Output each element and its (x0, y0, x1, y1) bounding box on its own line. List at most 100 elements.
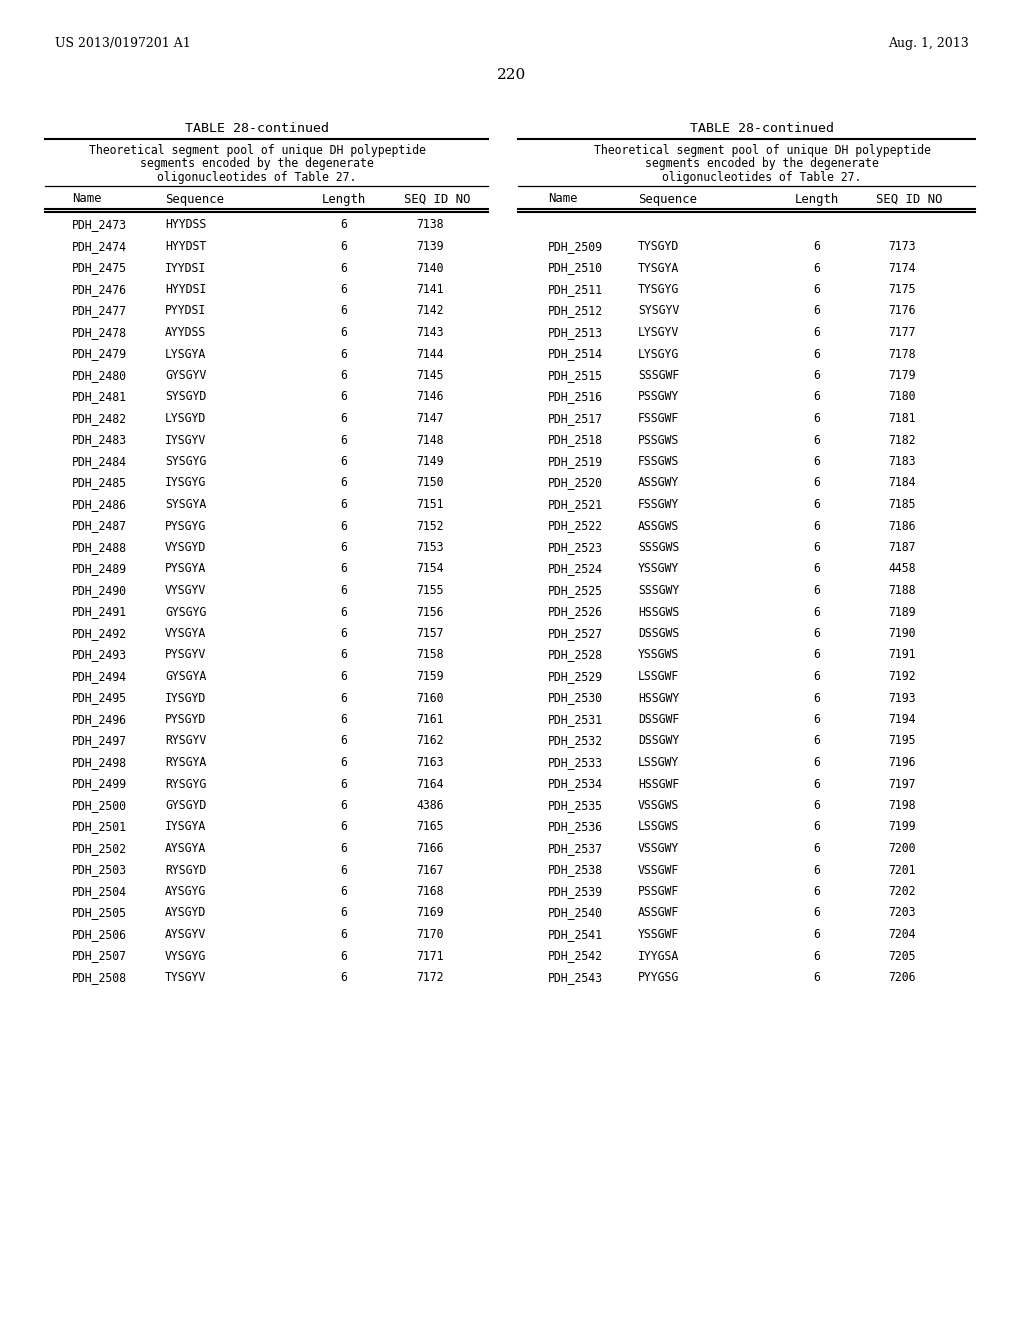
Text: 7170: 7170 (416, 928, 443, 941)
Text: 7187: 7187 (888, 541, 915, 554)
Text: PDH_2512: PDH_2512 (548, 305, 603, 318)
Text: Theoretical segment pool of unique DH polypeptide: Theoretical segment pool of unique DH po… (88, 144, 425, 157)
Text: 7198: 7198 (888, 799, 915, 812)
Text: 6: 6 (341, 777, 347, 791)
Text: PYYDSI: PYYDSI (165, 305, 206, 318)
Text: PDH_2502: PDH_2502 (72, 842, 127, 855)
Text: 6: 6 (341, 606, 347, 619)
Text: 7174: 7174 (888, 261, 915, 275)
Text: 6: 6 (341, 347, 347, 360)
Text: 7166: 7166 (416, 842, 443, 855)
Text: 6: 6 (813, 799, 820, 812)
Text: SYSGYA: SYSGYA (165, 498, 206, 511)
Text: PDH_2530: PDH_2530 (548, 692, 603, 705)
Text: 7171: 7171 (416, 949, 443, 962)
Text: 7199: 7199 (888, 821, 915, 833)
Text: PDH_2518: PDH_2518 (548, 433, 603, 446)
Text: 6: 6 (341, 884, 347, 898)
Text: 6: 6 (813, 520, 820, 532)
Text: 7182: 7182 (888, 433, 915, 446)
Text: PDH_2492: PDH_2492 (72, 627, 127, 640)
Text: 4458: 4458 (888, 562, 915, 576)
Text: 6: 6 (813, 713, 820, 726)
Text: PDH_2536: PDH_2536 (548, 821, 603, 833)
Text: VSSGWY: VSSGWY (638, 842, 679, 855)
Text: VYSGYD: VYSGYD (165, 541, 206, 554)
Text: PDH_2483: PDH_2483 (72, 433, 127, 446)
Text: PDH_2493: PDH_2493 (72, 648, 127, 661)
Text: 7206: 7206 (888, 972, 915, 983)
Text: 6: 6 (341, 240, 347, 253)
Text: 7148: 7148 (416, 433, 443, 446)
Text: 6: 6 (813, 842, 820, 855)
Text: PDH_2505: PDH_2505 (72, 907, 127, 920)
Text: PYSGYG: PYSGYG (165, 520, 206, 532)
Text: 7159: 7159 (416, 671, 443, 682)
Text: PYSGYA: PYSGYA (165, 562, 206, 576)
Text: 6: 6 (813, 240, 820, 253)
Text: TABLE 28-continued: TABLE 28-continued (185, 121, 329, 135)
Text: PDH_2491: PDH_2491 (72, 606, 127, 619)
Text: 6: 6 (813, 583, 820, 597)
Text: VSSGWF: VSSGWF (638, 863, 679, 876)
Text: 7196: 7196 (888, 756, 915, 770)
Text: 6: 6 (341, 949, 347, 962)
Text: SEQ ID NO: SEQ ID NO (876, 193, 942, 206)
Text: PSSGWF: PSSGWF (638, 884, 679, 898)
Text: PDH_2516: PDH_2516 (548, 391, 603, 404)
Text: AYSGYD: AYSGYD (165, 907, 206, 920)
Text: 7181: 7181 (888, 412, 915, 425)
Text: 7154: 7154 (416, 562, 443, 576)
Text: 7145: 7145 (416, 370, 443, 381)
Text: PDH_2482: PDH_2482 (72, 412, 127, 425)
Text: PDH_2500: PDH_2500 (72, 799, 127, 812)
Text: PDH_2542: PDH_2542 (548, 949, 603, 962)
Text: PDH_2527: PDH_2527 (548, 627, 603, 640)
Text: PDH_2510: PDH_2510 (548, 261, 603, 275)
Text: PDH_2497: PDH_2497 (72, 734, 127, 747)
Text: 7161: 7161 (416, 713, 443, 726)
Text: PDH_2508: PDH_2508 (72, 972, 127, 983)
Text: 6: 6 (813, 498, 820, 511)
Text: 6: 6 (813, 305, 820, 318)
Text: PDH_2513: PDH_2513 (548, 326, 603, 339)
Text: US 2013/0197201 A1: US 2013/0197201 A1 (55, 37, 190, 50)
Text: 7175: 7175 (888, 282, 915, 296)
Text: 7179: 7179 (888, 370, 915, 381)
Text: VYSGYA: VYSGYA (165, 627, 206, 640)
Text: FSSGWY: FSSGWY (638, 498, 679, 511)
Text: 7169: 7169 (416, 907, 443, 920)
Text: IYSGYA: IYSGYA (165, 821, 206, 833)
Text: PDH_2504: PDH_2504 (72, 884, 127, 898)
Text: HSSGWF: HSSGWF (638, 777, 679, 791)
Text: LYSGYG: LYSGYG (638, 347, 679, 360)
Text: PDH_2520: PDH_2520 (548, 477, 603, 490)
Text: PDH_2479: PDH_2479 (72, 347, 127, 360)
Text: 6: 6 (341, 305, 347, 318)
Text: VYSGYV: VYSGYV (165, 583, 206, 597)
Text: 6: 6 (813, 412, 820, 425)
Text: SYSGYG: SYSGYG (165, 455, 206, 469)
Text: YSSGWY: YSSGWY (638, 562, 679, 576)
Text: PDH_2496: PDH_2496 (72, 713, 127, 726)
Text: PDH_2538: PDH_2538 (548, 863, 603, 876)
Text: PDH_2480: PDH_2480 (72, 370, 127, 381)
Text: RYSGYV: RYSGYV (165, 734, 206, 747)
Text: LSSGWF: LSSGWF (638, 671, 679, 682)
Text: Length: Length (795, 193, 839, 206)
Text: PYSGYD: PYSGYD (165, 713, 206, 726)
Text: GYSGYD: GYSGYD (165, 799, 206, 812)
Text: 7157: 7157 (416, 627, 443, 640)
Text: PDH_2532: PDH_2532 (548, 734, 603, 747)
Text: 6: 6 (813, 627, 820, 640)
Text: HSSGWS: HSSGWS (638, 606, 679, 619)
Text: 7197: 7197 (888, 777, 915, 791)
Text: LYSGYV: LYSGYV (638, 326, 679, 339)
Text: 6: 6 (341, 907, 347, 920)
Text: 6: 6 (813, 347, 820, 360)
Text: 6: 6 (813, 282, 820, 296)
Text: PDH_2511: PDH_2511 (548, 282, 603, 296)
Text: PDH_2522: PDH_2522 (548, 520, 603, 532)
Text: 6: 6 (813, 884, 820, 898)
Text: IYYDSI: IYYDSI (165, 261, 206, 275)
